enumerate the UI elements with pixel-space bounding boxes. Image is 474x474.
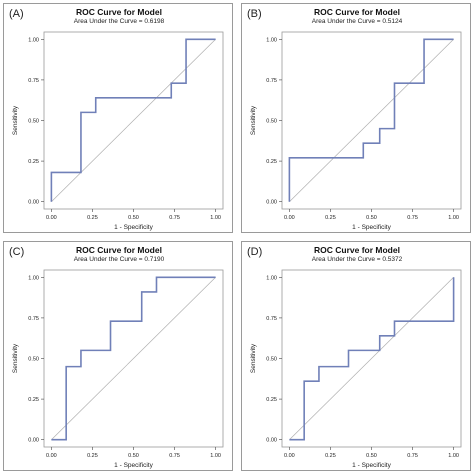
y-tick-label: 0.25	[28, 397, 39, 403]
reference-diagonal	[289, 277, 454, 440]
roc-plot: 0.00 0.25 0.50 0.75 1.00 0.00 0.25 0.50 0.75 1.00…	[12, 269, 224, 469]
roc-panel-b: (B) ROC Curve for Model Area Under the C…	[241, 3, 471, 233]
roc-plot: 0.00 0.25 0.50 0.75 1.00 0.00 0.25 0.50 0.75 1.00…	[250, 269, 462, 469]
roc-curve-line	[50, 38, 216, 202]
y-axis-label: Sensitivity	[12, 105, 19, 135]
x-tick-label: 0.50	[366, 215, 377, 221]
x-axis-label: 1 - Specificity	[352, 462, 391, 469]
x-tick-label: 0.25	[325, 453, 336, 459]
x-tick-label: 0.50	[128, 453, 139, 459]
x-tick-label: 0.00	[46, 453, 57, 459]
y-tick-label: 0.75	[266, 316, 277, 322]
chart-subtitle: Area Under the Curve = 0.5124	[311, 18, 403, 25]
y-axis-label: Sensitivity	[250, 343, 257, 373]
x-tick-label: 1.00	[210, 453, 221, 459]
x-tick-label: 0.00	[46, 215, 57, 221]
y-tick-label: 1.00	[266, 37, 277, 43]
x-axis-label: 1 - Specificity	[352, 224, 391, 231]
roc-panel-d: (D) ROC Curve for Model Area Under the C…	[241, 241, 471, 471]
y-tick-label: 0.50	[28, 357, 39, 363]
panel-letter: (B)	[247, 8, 262, 20]
chart-title: ROC Curve for Model	[76, 245, 162, 255]
y-tick-label: 0.50	[28, 119, 39, 125]
x-tick-label: 1.00	[448, 453, 459, 459]
x-tick-label: 1.00	[210, 215, 221, 221]
roc-panel-c: (C) ROC Curve for Model Area Under the C…	[3, 241, 233, 471]
y-tick-label: 0.50	[266, 119, 277, 125]
y-tick-label: 0.50	[266, 357, 277, 363]
panel-letter: (C)	[9, 246, 25, 258]
x-tick-label: 0.75	[169, 453, 180, 459]
y-tick-label: 0.25	[28, 159, 39, 165]
y-tick-label: 0.75	[266, 78, 277, 84]
roc-curve-line	[289, 277, 455, 441]
x-tick-label: 0.00	[284, 453, 295, 459]
y-tick-label: 0.00	[266, 438, 277, 444]
y-tick-label: 0.75	[28, 78, 39, 84]
chart-subtitle: Area Under the Curve = 0.7190	[73, 256, 165, 263]
chart-subtitle: Area Under the Curve = 0.5372	[311, 256, 403, 263]
reference-diagonal	[51, 277, 216, 440]
x-axis-label: 1 - Specificity	[114, 462, 153, 469]
panel-letter: (A)	[9, 8, 24, 20]
y-tick-label: 0.00	[28, 200, 39, 206]
roc-curve-line	[51, 276, 216, 441]
y-tick-label: 0.25	[266, 159, 277, 165]
x-tick-label: 0.25	[325, 215, 336, 221]
x-tick-label: 0.75	[407, 453, 418, 459]
roc-plot: 0.00 0.25 0.50 0.75 1.00 0.00 0.25 0.50 0.75 1.00…	[250, 31, 462, 231]
y-axis-label: Sensitivity	[250, 105, 257, 135]
x-tick-label: 0.00	[284, 215, 295, 221]
chart-title: ROC Curve for Model	[76, 7, 162, 17]
y-tick-label: 0.75	[28, 316, 39, 322]
y-tick-label: 1.00	[28, 37, 39, 43]
y-tick-label: 0.00	[28, 438, 39, 444]
x-tick-label: 0.75	[169, 215, 180, 221]
chart-subtitle: Area Under the Curve = 0.6198	[73, 18, 165, 25]
y-tick-label: 1.00	[28, 275, 39, 281]
y-tick-label: 0.25	[266, 397, 277, 403]
chart-title: ROC Curve for Model	[314, 7, 400, 17]
panel-letter: (D)	[247, 246, 263, 258]
x-tick-label: 0.75	[407, 215, 418, 221]
reference-diagonal	[289, 39, 454, 202]
x-tick-label: 0.25	[87, 215, 98, 221]
x-axis-label: 1 - Specificity	[114, 224, 153, 231]
x-tick-label: 0.25	[87, 453, 98, 459]
reference-diagonal	[51, 39, 216, 202]
x-tick-label: 0.50	[366, 453, 377, 459]
x-tick-label: 1.00	[448, 215, 459, 221]
y-tick-label: 0.00	[266, 200, 277, 206]
y-axis-label: Sensitivity	[12, 343, 19, 373]
roc-plot: 0.00 0.25 0.50 0.75 1.00 0.00 0.25 0.50 0.75 1.00…	[12, 31, 224, 231]
chart-title: ROC Curve for Model	[314, 245, 400, 255]
roc-panel-a: (A) ROC Curve for Model Area Under the C…	[3, 3, 233, 233]
roc-curve-line	[288, 38, 454, 202]
x-tick-label: 0.50	[128, 215, 139, 221]
y-tick-label: 1.00	[266, 275, 277, 281]
